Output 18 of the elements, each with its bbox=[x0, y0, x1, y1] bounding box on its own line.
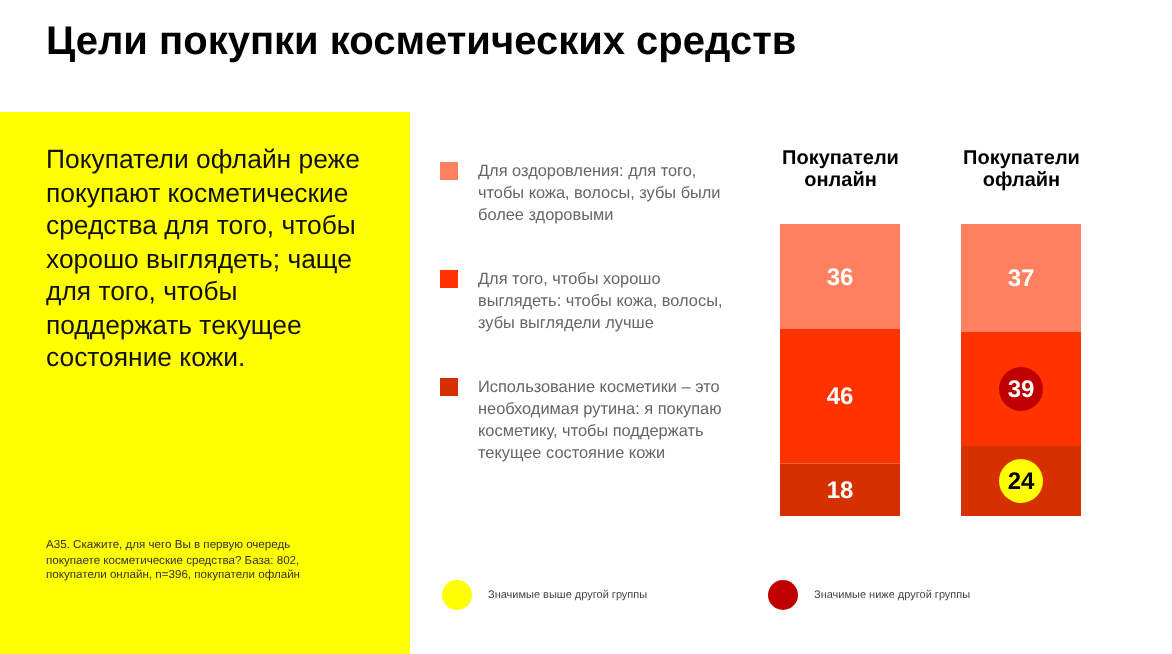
bar bbox=[961, 332, 1081, 446]
bar bbox=[780, 224, 900, 330]
legend-label: Для того, чтобы хорошо выглядеть: чтобы кожа, волосы, зубы выглядели лучше bbox=[478, 268, 725, 334]
legend-label: Использование косметики – это необходимая рутина: я покупаю косметику, чтобы поддержать текущее состояние кожи bbox=[478, 376, 724, 464]
bar bbox=[961, 224, 1081, 333]
x-tick-label: Покупатели онлайн bbox=[782, 148, 899, 192]
data-label: 37 bbox=[1007, 264, 1035, 293]
text: Покупатели офлайн реже покупают косметические средства для того, чтобы хорошо выглядеть; чаще для того, чтобы поддержать текущее состояние кожи. bbox=[46, 144, 362, 375]
data-label: 36 bbox=[826, 262, 854, 291]
x-tick-label: Покупатели офлайн bbox=[963, 148, 1080, 192]
data-label: 46 bbox=[826, 382, 854, 411]
text: Цели покупки косметических средств bbox=[46, 20, 797, 66]
data-label: 24 bbox=[1007, 466, 1035, 495]
legend-label: Для оздоровления: для того, чтобы кожа, волосы, зубы были более здоровыми bbox=[478, 160, 723, 226]
bar bbox=[780, 463, 900, 516]
data-label: 39 bbox=[1007, 374, 1035, 403]
data-label: 18 bbox=[826, 475, 854, 504]
bar bbox=[780, 329, 900, 464]
